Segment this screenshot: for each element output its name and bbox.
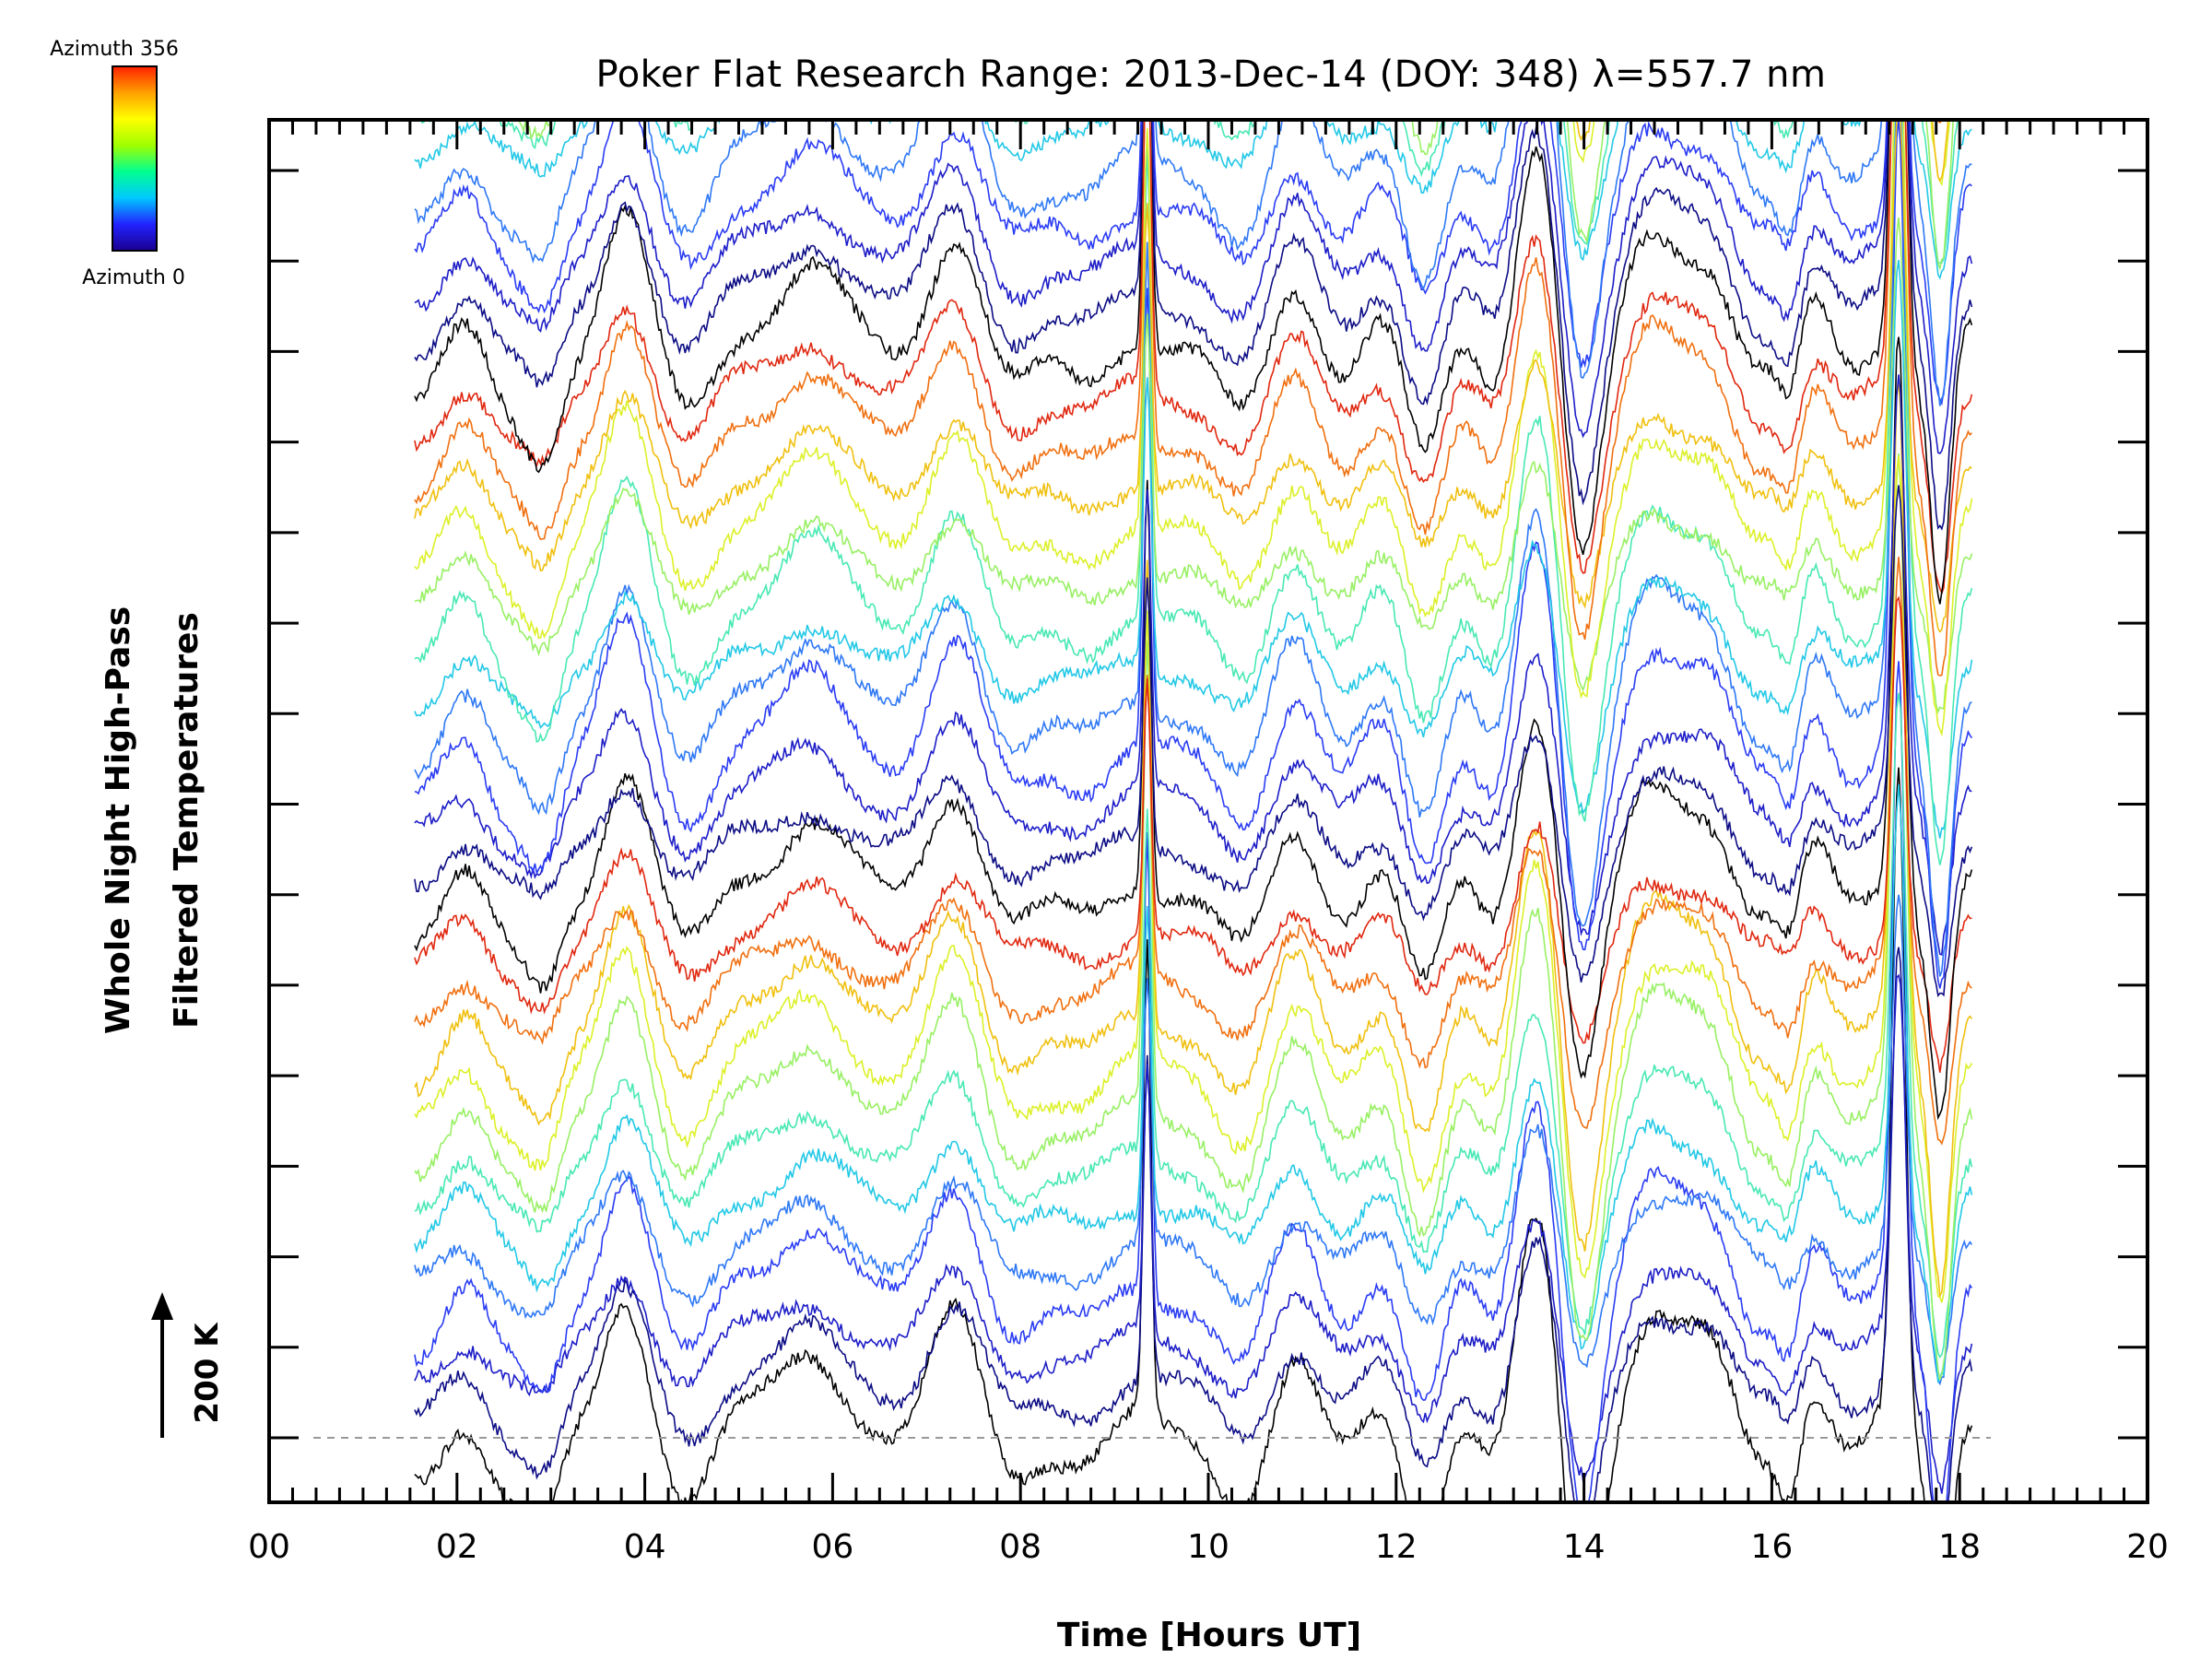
x-tick-label: 20 bbox=[2126, 1528, 2169, 1566]
series-line bbox=[414, 120, 1973, 531]
series-line bbox=[414, 120, 1972, 406]
axis-ticks bbox=[267, 120, 2149, 1502]
colorbar-bottom-label: Azimuth 0 bbox=[82, 266, 185, 289]
x-tick-label: 02 bbox=[436, 1528, 478, 1566]
y-axis-label-line-1: Whole Night High-Pass bbox=[100, 606, 137, 1034]
x-tick-label: 14 bbox=[1563, 1528, 1606, 1566]
series-line bbox=[414, 485, 1973, 997]
chart-title: Poker Flat Research Range: 2013-Dec-14 (… bbox=[596, 53, 1827, 96]
series-line bbox=[414, 120, 1972, 406]
series-line bbox=[414, 120, 1972, 977]
x-tick-label: 16 bbox=[1750, 1528, 1793, 1566]
series-line bbox=[414, 556, 1972, 1146]
series-line bbox=[414, 374, 1972, 956]
series-line bbox=[414, 120, 1973, 605]
series-line bbox=[414, 120, 1973, 737]
series-line bbox=[414, 894, 1973, 1386]
x-tick-label: 06 bbox=[811, 1528, 853, 1566]
x-tick-label: 18 bbox=[1938, 1528, 1981, 1566]
series-line bbox=[414, 120, 1973, 454]
x-tick-label: 00 bbox=[248, 1528, 290, 1566]
series-line bbox=[414, 120, 1972, 280]
series-line bbox=[414, 381, 1973, 1299]
scale-bar-arrow-head bbox=[151, 1292, 173, 1320]
scale-bar-label: 200 K bbox=[189, 1322, 226, 1424]
series-group bbox=[414, 0, 1973, 1502]
series-line bbox=[414, 661, 1973, 1502]
series-line bbox=[414, 595, 1972, 1073]
x-axis-label: Time [Hours UT] bbox=[1057, 1617, 1361, 1654]
series-line bbox=[414, 259, 1973, 839]
x-tick-label: 08 bbox=[999, 1528, 1041, 1566]
series-line bbox=[414, 120, 1972, 677]
series-line bbox=[414, 120, 1972, 633]
series-line bbox=[414, 692, 1973, 1359]
series-line bbox=[414, 120, 1973, 865]
colorbar-gradient bbox=[112, 65, 158, 252]
x-tick-label: 10 bbox=[1187, 1528, 1230, 1566]
y-axis-label-line-2: Filtered Temperatures bbox=[168, 612, 206, 1029]
x-tick-label: 04 bbox=[624, 1528, 666, 1566]
series-line bbox=[414, 973, 1973, 1494]
x-tick-labels: 00 02 04 06 08 10 12 14 16 18 20 bbox=[248, 1528, 2169, 1566]
series-line bbox=[414, 120, 1973, 596]
series-line bbox=[414, 784, 1973, 1384]
series-line bbox=[414, 120, 1973, 989]
y-axis-label: Whole Night High-Pass Filtered Temperatu… bbox=[100, 606, 206, 1034]
series-line bbox=[415, 0, 1971, 6]
series-line bbox=[414, 218, 1973, 714]
series-line bbox=[414, 453, 1973, 1381]
colorbar-top-label: Azimuth 356 bbox=[50, 38, 179, 61]
x-tick-label: 12 bbox=[1375, 1528, 1418, 1566]
colorbar: Azimuth 356 Azimuth 0 bbox=[50, 38, 185, 289]
series-line bbox=[415, 0, 1971, 41]
series-line bbox=[414, 767, 1973, 1502]
series-line bbox=[414, 947, 1973, 1502]
series-line bbox=[414, 455, 1973, 1303]
series-line bbox=[414, 336, 1973, 1121]
scale-bar: 200 K bbox=[151, 1292, 226, 1438]
